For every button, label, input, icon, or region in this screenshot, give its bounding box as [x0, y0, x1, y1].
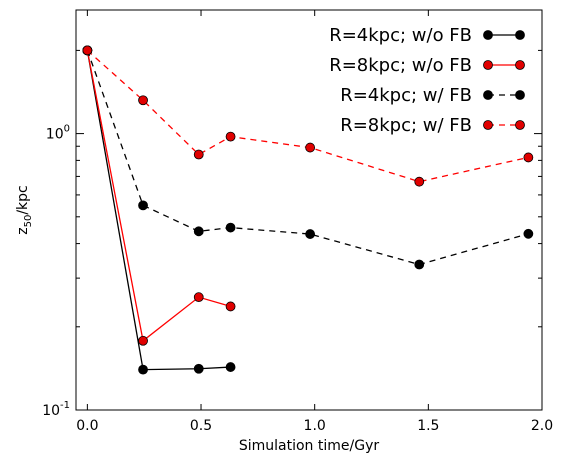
- legend-marker: [483, 30, 493, 40]
- data-point: [305, 229, 316, 239]
- legend-marker: [515, 60, 525, 70]
- data-point: [414, 259, 425, 270]
- x-axis-label: Simulation time/Gyr: [239, 438, 380, 454]
- data-point: [225, 222, 236, 233]
- legend-label: R=4kpc; w/o FB: [329, 25, 472, 46]
- y-axis-label-subscript: 50: [23, 215, 34, 228]
- data-point: [193, 363, 204, 374]
- x-tick-label: 1.0: [304, 418, 326, 434]
- legend-marker: [483, 60, 493, 70]
- data-point: [225, 131, 236, 142]
- x-tick-label: 2.0: [531, 418, 553, 434]
- y-tick-label-base: 10: [46, 127, 64, 143]
- legend-label: R=8kpc; w/o FB: [329, 55, 472, 76]
- series-markers: [82, 45, 534, 375]
- data-point: [225, 301, 236, 312]
- y-tick-label-base: 10: [42, 403, 60, 419]
- data-point: [82, 45, 93, 56]
- data-point: [523, 228, 534, 239]
- series-line-2: [86, 50, 231, 342]
- data-point: [193, 226, 204, 237]
- y-axis-label-unit: /kpc: [15, 185, 31, 214]
- data-point: [138, 335, 148, 346]
- data-point: [523, 152, 534, 163]
- data-point: [138, 95, 148, 106]
- y-tick-label-exponent: 0: [64, 124, 70, 135]
- data-point: [305, 142, 316, 153]
- x-tick-label: 1.5: [417, 418, 439, 434]
- data-point: [225, 362, 236, 372]
- x-tick-label: 0.0: [76, 418, 98, 434]
- y-tick-label-exponent: -1: [60, 400, 70, 411]
- series-line-1: [86, 50, 231, 371]
- legend-marker: [483, 120, 493, 130]
- legend-label: R=8kpc; w/ FB: [340, 115, 472, 136]
- legend-marker: [515, 30, 525, 40]
- legend-marker: [515, 90, 525, 100]
- plot-frame: [75, 9, 543, 411]
- legend-marker: [515, 120, 525, 130]
- legend: R=4kpc; w/o FB R=8kpc; w/o FB R=4kpc; w/ F…: [329, 25, 525, 136]
- legend-label: R=4kpc; w/ FB: [340, 85, 472, 106]
- x-tick-label: 0.5: [190, 418, 212, 434]
- data-point: [193, 149, 204, 160]
- data-point: [414, 176, 425, 187]
- legend-marker: [483, 90, 493, 100]
- y-tick-label: 100: [46, 124, 70, 143]
- y-axis-label: z50/kpc: [15, 185, 34, 235]
- y-tick-label: 10-1: [42, 400, 70, 419]
- data-point: [193, 292, 204, 303]
- y-axis-label-base: z: [15, 227, 31, 234]
- data-point: [138, 364, 148, 375]
- data-point: [138, 200, 148, 211]
